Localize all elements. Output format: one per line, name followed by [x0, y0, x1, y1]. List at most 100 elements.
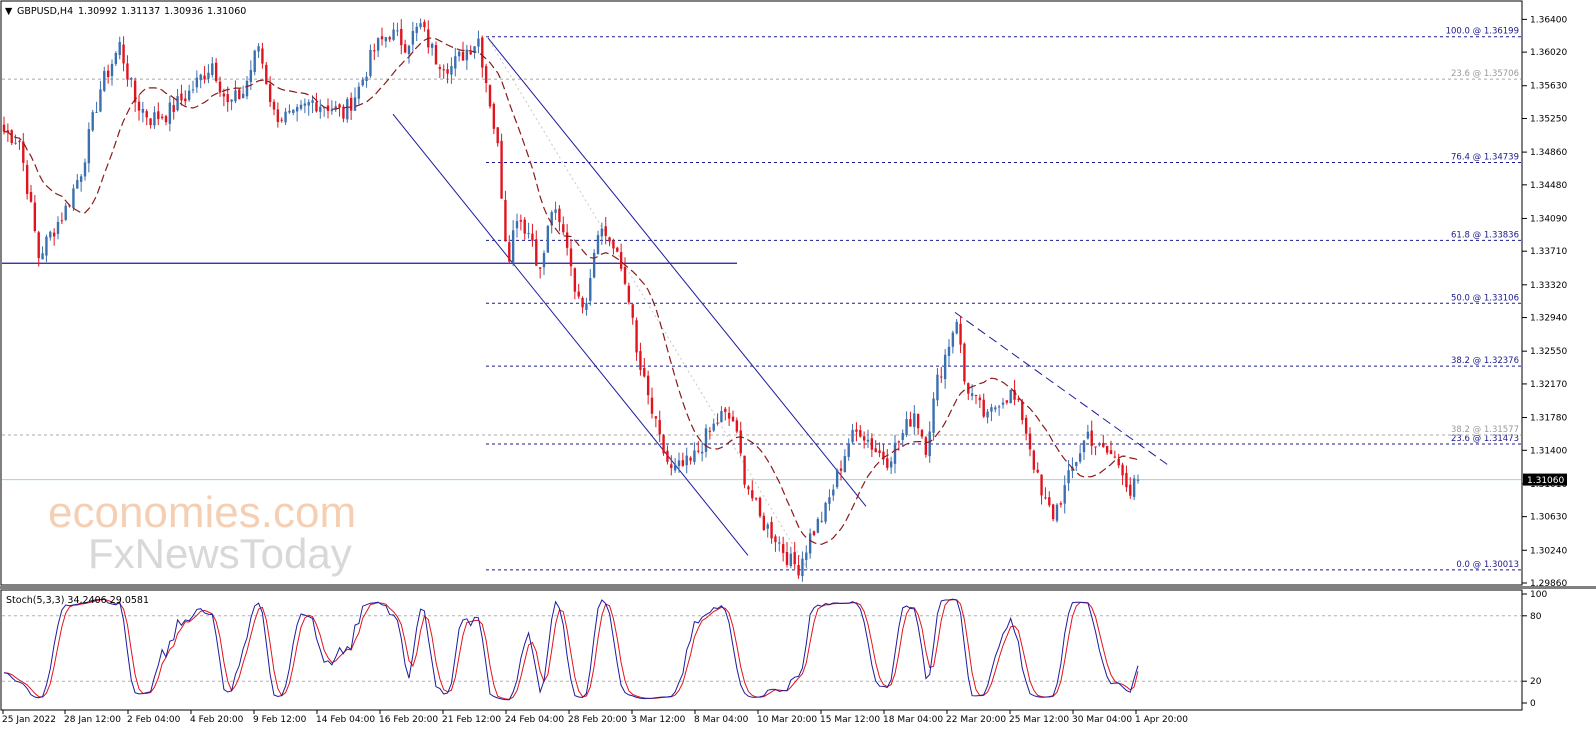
current-price-label: 1.31060: [1527, 476, 1564, 486]
candle-body: [527, 233, 530, 235]
candle-body: [747, 486, 750, 490]
candle-body: [866, 439, 870, 442]
ohlc-close: 1.31060: [207, 6, 246, 17]
candle-body: [963, 343, 966, 382]
candle-body: [1021, 401, 1024, 421]
candle-body: [920, 430, 924, 437]
price-tick-label: 1.30240: [1530, 546, 1567, 556]
candle-body: [157, 111, 160, 120]
candle-body: [700, 451, 704, 454]
candle-body: [878, 450, 881, 453]
candle-body: [454, 56, 457, 69]
candle-body: [554, 209, 557, 213]
candle-body: [103, 71, 106, 91]
time-tick-label: 25 Jan 2022: [2, 715, 56, 725]
candle-body: [504, 200, 507, 242]
candle-body: [187, 90, 191, 100]
candle-body: [303, 103, 307, 106]
candle-body: [847, 443, 850, 457]
candle-body: [434, 45, 438, 65]
collapse-arrow-icon[interactable]: ▼: [5, 6, 13, 17]
candle-body: [369, 49, 372, 77]
candle-body: [959, 323, 962, 345]
candle-body: [589, 278, 592, 301]
candle-body: [380, 36, 384, 40]
candle-body: [940, 376, 943, 378]
candle-body: [280, 119, 283, 121]
candle-body: [1125, 472, 1128, 488]
candle-body: [1102, 442, 1105, 448]
candle-body: [222, 93, 226, 97]
candle-body: [79, 176, 83, 182]
candle-body: [438, 67, 442, 70]
candle-body: [982, 399, 985, 417]
candle-body: [677, 460, 681, 467]
time-tick-label: 2 Feb 04:00: [127, 715, 181, 725]
candle-body: [99, 89, 102, 112]
candle-body: [230, 99, 233, 102]
candle-body: [770, 522, 773, 539]
candle-body: [909, 419, 912, 427]
candle-body: [249, 70, 253, 83]
candle-body: [184, 98, 187, 102]
candle-body: [793, 552, 796, 565]
candle-body: [45, 236, 48, 256]
time-tick-label: 16 Feb 20:00: [379, 715, 438, 725]
candle-body: [288, 110, 291, 113]
candle-body: [693, 450, 696, 462]
candle-body: [797, 565, 800, 576]
time-tick-label: 1 Apr 20:00: [1135, 715, 1188, 725]
candle-body: [735, 420, 739, 432]
candle-body: [924, 437, 928, 455]
candle-body: [727, 412, 731, 419]
candle-body: [685, 455, 688, 466]
candle-body: [1078, 453, 1082, 462]
candle-body: [342, 106, 345, 119]
candle-body: [646, 375, 650, 396]
candle-body: [789, 553, 793, 566]
candle-body: [415, 26, 418, 34]
candle-body: [535, 239, 538, 266]
time-tick-label: 10 Mar 20:00: [757, 715, 817, 725]
candle-body: [751, 490, 754, 499]
candle-body: [195, 77, 199, 88]
candle-body: [643, 367, 646, 377]
candle-body: [542, 252, 546, 268]
price-tick-label: 1.31780: [1530, 414, 1567, 424]
candle-body: [29, 191, 33, 202]
candle-body: [315, 102, 318, 112]
candle-body: [808, 533, 812, 554]
candle-body: [1086, 431, 1090, 439]
candle-body: [1109, 450, 1113, 455]
candle-body: [546, 225, 550, 253]
fib-level-label: 0.0 @ 1.30013: [1456, 560, 1519, 570]
candle-body: [253, 50, 256, 73]
candle-body: [118, 41, 121, 55]
candle-body: [492, 103, 496, 129]
candle-body: [261, 48, 264, 64]
candle-body: [604, 226, 607, 236]
price-tick-label: 1.32170: [1530, 380, 1567, 390]
candle-body: [739, 430, 742, 454]
candle-body: [411, 30, 415, 45]
candle-body: [828, 497, 831, 504]
candle-body: [446, 69, 449, 74]
candle-body: [654, 416, 658, 419]
candle-body: [268, 84, 272, 102]
candle-body: [41, 253, 44, 260]
candle-body: [64, 205, 67, 220]
symbol-label: GBPUSD,H4: [17, 6, 73, 17]
stochastic-label: Stoch(5,3,3) 34.2406 29.0581: [6, 595, 149, 606]
candle-body: [207, 72, 210, 79]
candle-body: [95, 111, 98, 113]
candle-body: [2, 124, 6, 132]
candle-body: [1017, 399, 1020, 401]
candle-body: [357, 86, 361, 99]
stochastic-pane: [2, 598, 1521, 701]
candle-body: [199, 74, 202, 81]
candle-body: [832, 489, 835, 496]
candle-body: [330, 109, 334, 112]
candle-body: [905, 418, 908, 436]
time-tick-label: 15 Mar 12:00: [820, 715, 880, 725]
